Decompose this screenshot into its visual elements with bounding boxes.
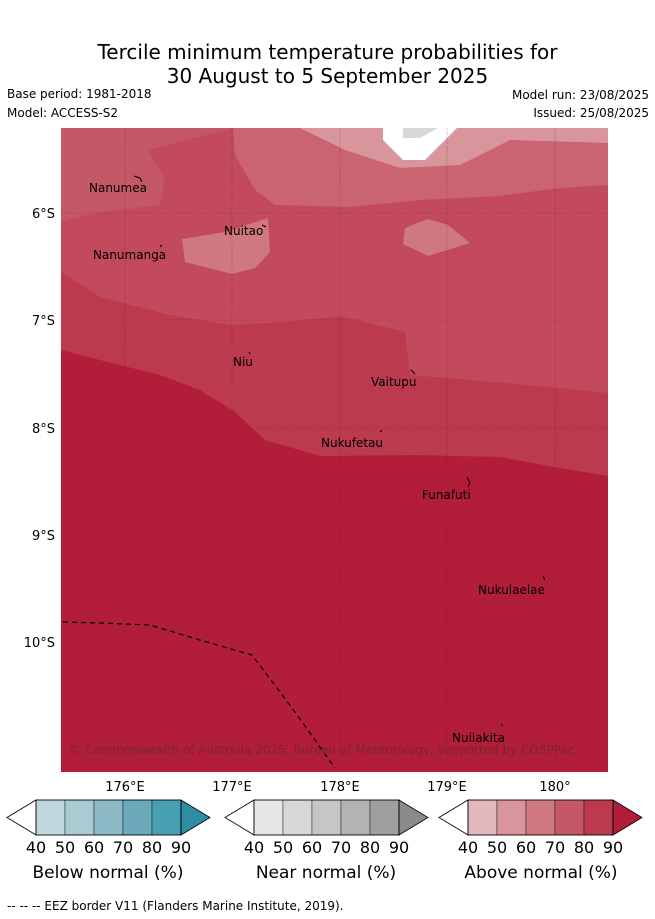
base-period: Base period: 1981-2018: [7, 87, 152, 101]
colorbar-near-segment: [369, 799, 400, 836]
colorbar-below-segment: [35, 799, 66, 836]
colorbar-above-under-triangle: [438, 799, 469, 836]
map-title: Tercile minimum temperature probabilitie…: [0, 40, 655, 88]
colorbar-below-tick-label: 70: [113, 838, 133, 857]
colorbar-title-above: Above normal (%): [464, 863, 618, 883]
colorbar-above-tick-label: 70: [545, 838, 565, 857]
title-line-1: Tercile minimum temperature probabilitie…: [97, 40, 558, 64]
colorbar-near-tick-label: 80: [360, 838, 380, 857]
model-name: Model: ACCESS-S2: [7, 106, 119, 120]
colorbar-below-normal: 40 50 60 70 80 90: [6, 799, 211, 857]
colorbar-above-segment: [554, 799, 585, 836]
colorbar-below-tick-label: 50: [55, 838, 75, 857]
title-line-2: 30 August to 5 September 2025: [166, 64, 489, 88]
label-vaitupu: Vaitupu: [371, 375, 417, 389]
colorbar-above-over-triangle: [612, 799, 643, 836]
colorbar-above-tick-label: 60: [516, 838, 536, 857]
lon-label-177e: 177°E: [212, 780, 252, 795]
lon-label-180: 180°: [539, 780, 570, 795]
label-nukulaelae: Nukulaelae: [478, 583, 545, 597]
colorbar-below-segment: [64, 799, 95, 836]
colorbar-near-segment: [311, 799, 342, 836]
colorbar-above-normal: 40 50 60 70 80 90: [438, 799, 643, 857]
colorbar-title-below: Below normal (%): [32, 863, 184, 883]
region-above-50: [300, 128, 608, 168]
colorbar-near-tick-label: 40: [244, 838, 264, 857]
colorbar-below-segment: [93, 799, 124, 836]
colorbar-below-tick-label: 80: [142, 838, 162, 857]
colorbar-above-segment: [583, 799, 614, 836]
colorbar-below-segment: [122, 799, 153, 836]
colorbar-near-segment: [253, 799, 284, 836]
colorbar-below-tick-label: 90: [171, 838, 191, 857]
lat-label-9s: 9°S: [32, 529, 55, 544]
region-above-60-centre: [182, 218, 270, 274]
island-outlines: [133, 175, 546, 726]
map-frame: [61, 128, 608, 772]
issued-date: Issued: 25/08/2025: [533, 106, 649, 120]
label-nanumanga: Nanumanga: [93, 248, 166, 262]
eez-footnote: -- -- -- EEZ border V11 (Flanders Marine…: [7, 899, 344, 913]
model-run: Model run: 23/08/2025: [511, 88, 649, 102]
colorbar-above-tick-label: 80: [574, 838, 594, 857]
lat-label-8s: 8°S: [32, 422, 55, 437]
colorbar-below-tick-label: 60: [84, 838, 104, 857]
region-above-60-east: [403, 219, 470, 256]
longitude-labels: 176°E 177°E 178°E 179°E 180°: [105, 780, 570, 795]
colorbar-above-tick-label: 50: [487, 838, 507, 857]
label-funafuti: Funafuti: [422, 488, 471, 502]
latitude-labels: 6°S 7°S 8°S 9°S 10°S: [24, 207, 55, 651]
label-nanumea: Nanumea: [89, 181, 147, 195]
colorbar-above-segment: [496, 799, 527, 836]
colorbar-above-tick-label: 40: [458, 838, 478, 857]
colorbar-below-segment: [151, 799, 182, 836]
region-near-normal-40: [403, 128, 438, 138]
colorbar-near-tick-label: 50: [273, 838, 293, 857]
colorbar-below-over-triangle: [180, 799, 211, 836]
colorbar-title-near: Near normal (%): [255, 863, 397, 883]
colorbar-above-tick-label: 90: [603, 838, 623, 857]
colorbar-near-tick-label: 70: [331, 838, 351, 857]
label-nuilakita: Nuilakita: [452, 731, 505, 745]
lat-label-10s: 10°S: [24, 636, 55, 651]
region-above-60-nw: [61, 128, 233, 222]
colorbar-near-segment: [282, 799, 313, 836]
graticule: [61, 128, 608, 772]
colorbar-below-tick-label: 40: [26, 838, 46, 857]
lat-label-6s: 6°S: [32, 207, 55, 222]
colorbar-near-tick-label: 60: [302, 838, 322, 857]
lon-label-178e: 178°E: [320, 780, 360, 795]
label-nuitao: Nuitao: [224, 224, 263, 238]
colorbar-near-over-triangle: [398, 799, 429, 836]
lon-label-176e: 176°E: [105, 780, 145, 795]
lat-label-7s: 7°S: [32, 314, 55, 329]
copyright-notice: © Commonwealth of Australia 2025, Bureau…: [69, 743, 574, 757]
colorbar-below-under-triangle: [6, 799, 37, 836]
colorbar-near-normal: 40 50 60 70 80 90: [224, 799, 429, 857]
colorbar-above-segment: [467, 799, 498, 836]
colorbar-near-under-triangle: [224, 799, 255, 836]
colorbar-above-segment: [525, 799, 556, 836]
eez-border: [62, 621, 336, 769]
lon-label-179e: 179°E: [427, 780, 467, 795]
label-niu: Niu: [233, 355, 253, 369]
region-near-normal-notch: [383, 128, 457, 160]
colorbar-near-tick-label: 90: [389, 838, 409, 857]
region-above-60-ne: [233, 128, 608, 207]
colorbar-near-segment: [340, 799, 371, 836]
label-nukufetau: Nukufetau: [321, 436, 383, 450]
